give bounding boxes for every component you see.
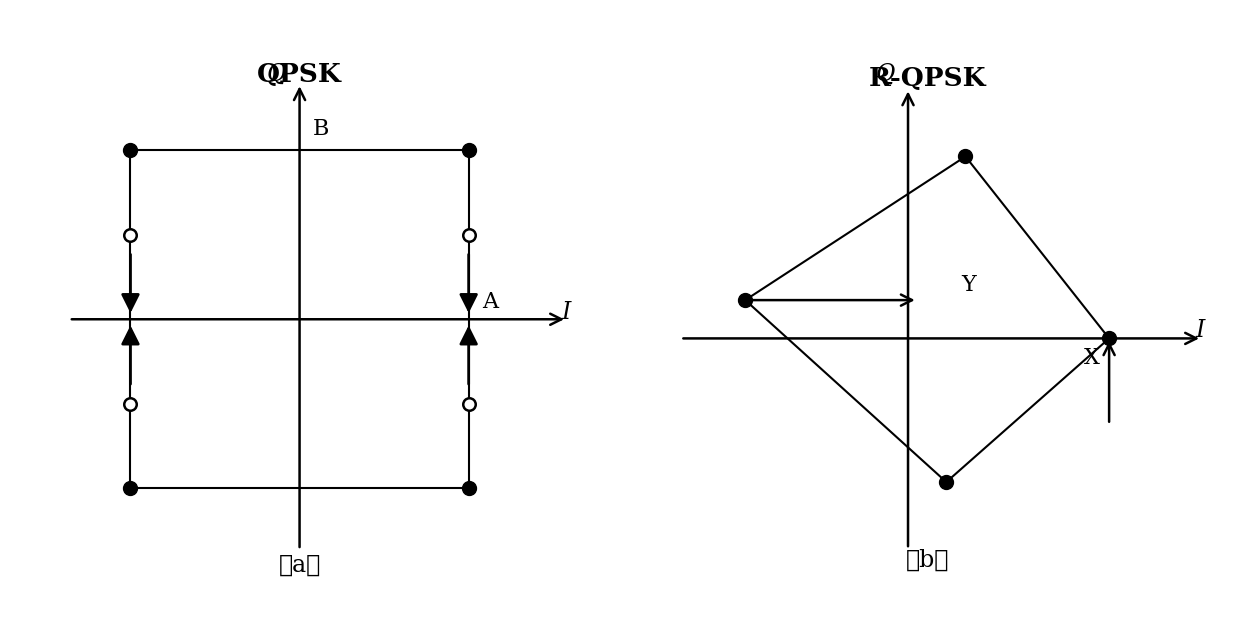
- Text: B: B: [313, 118, 330, 140]
- Text: Y: Y: [962, 274, 977, 296]
- Text: X: X: [1084, 347, 1100, 369]
- Text: （b）: （b）: [906, 549, 949, 572]
- Text: （a）: （a）: [279, 553, 321, 577]
- Text: Q: Q: [267, 63, 286, 86]
- Text: QPSK: QPSK: [257, 62, 342, 87]
- Text: I: I: [1195, 319, 1205, 342]
- Text: A: A: [482, 291, 498, 314]
- Text: Q: Q: [876, 63, 894, 86]
- Text: I: I: [562, 301, 571, 324]
- Text: R-QPSK: R-QPSK: [868, 66, 985, 91]
